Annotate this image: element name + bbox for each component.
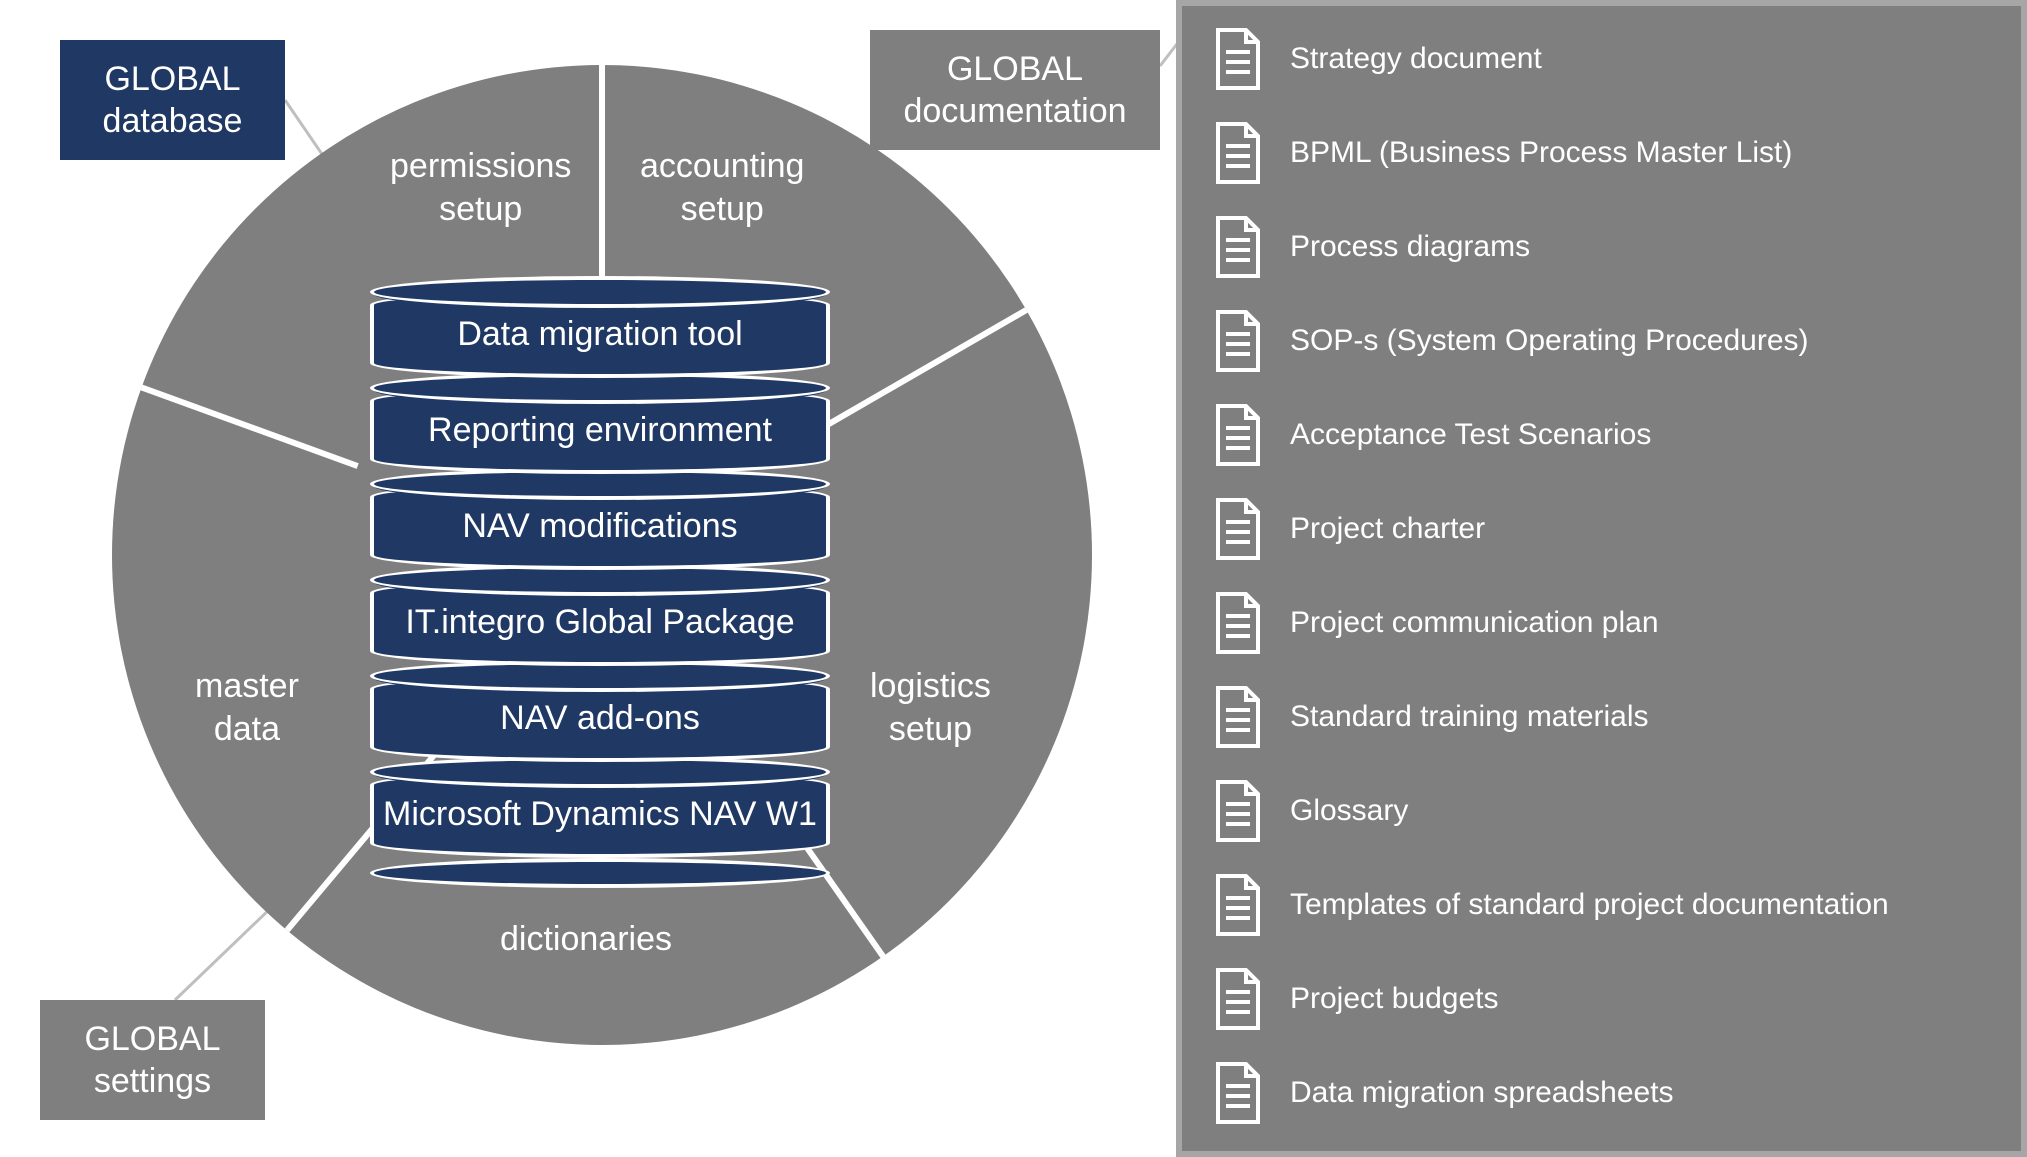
document-icon [1212, 1062, 1264, 1124]
segment-label: permissionssetup [390, 145, 571, 230]
doc-item: SOP-s (System Operating Procedures) [1212, 310, 1809, 372]
doc-item: Glossary [1212, 780, 1408, 842]
doc-item-label: Data migration spreadsheets [1290, 1076, 1674, 1110]
doc-item-label: Project communication plan [1290, 606, 1659, 640]
stack-layer-label: NAV modifications [462, 507, 737, 546]
doc-item-label: Process diagrams [1290, 230, 1530, 264]
stack-layer: IT.integro Global Package [370, 578, 830, 666]
doc-item-label: Project budgets [1290, 982, 1498, 1016]
stack-layer: Microsoft Dynamics NAV W1 [370, 770, 830, 858]
doc-item: Standard training materials [1212, 686, 1649, 748]
stack-layer-label: Reporting environment [428, 411, 772, 450]
doc-item: Strategy document [1212, 28, 1542, 90]
doc-item: Templates of standard project documentat… [1212, 874, 1889, 936]
document-icon [1212, 216, 1264, 278]
stack-layer: NAV add-ons [370, 674, 830, 762]
document-icon [1212, 968, 1264, 1030]
stack-layer-label: IT.integro Global Package [405, 603, 794, 642]
doc-item: Data migration spreadsheets [1212, 1062, 1674, 1124]
stack-layer-label: Data migration tool [457, 315, 742, 354]
document-icon [1212, 686, 1264, 748]
doc-item: Acceptance Test Scenarios [1212, 404, 1651, 466]
global-settings-callout: GLOBALsettings [40, 1000, 265, 1120]
document-icon [1212, 874, 1264, 936]
global-database-callout: GLOBALdatabase [60, 40, 285, 160]
doc-item-label: Strategy document [1290, 42, 1542, 76]
doc-item-label: Glossary [1290, 794, 1408, 828]
document-icon [1212, 404, 1264, 466]
doc-item: Process diagrams [1212, 216, 1530, 278]
segment-label: masterdata [195, 665, 299, 750]
doc-item-label: Standard training materials [1290, 700, 1649, 734]
global-documentation-callout: GLOBALdocumentation [870, 30, 1160, 150]
stack-layer: Data migration tool [370, 290, 830, 378]
doc-item-label: SOP-s (System Operating Procedures) [1290, 324, 1809, 358]
doc-item-label: BPML (Business Process Master List) [1290, 136, 1792, 170]
doc-item: BPML (Business Process Master List) [1212, 122, 1792, 184]
doc-item-label: Project charter [1290, 512, 1485, 546]
doc-item: Project charter [1212, 498, 1485, 560]
document-icon [1212, 310, 1264, 372]
doc-item: Project communication plan [1212, 592, 1659, 654]
stack-layer-label: NAV add-ons [500, 699, 700, 738]
document-icon [1212, 122, 1264, 184]
documentation-panel: Strategy document BPML (Business Process… [1176, 0, 2027, 1157]
segment-label: logisticssetup [870, 665, 991, 750]
doc-item-label: Acceptance Test Scenarios [1290, 418, 1651, 452]
stack-layer: Reporting environment [370, 386, 830, 474]
document-icon [1212, 28, 1264, 90]
doc-item: Project budgets [1212, 968, 1498, 1030]
document-icon [1212, 592, 1264, 654]
stack-layer: NAV modifications [370, 482, 830, 570]
stack-layer-label: Microsoft Dynamics NAV W1 [383, 795, 817, 834]
document-icon [1212, 498, 1264, 560]
segment-label: dictionaries [500, 918, 672, 961]
doc-item-label: Templates of standard project documentat… [1290, 888, 1889, 922]
segment-label: accountingsetup [640, 145, 804, 230]
document-icon [1212, 780, 1264, 842]
